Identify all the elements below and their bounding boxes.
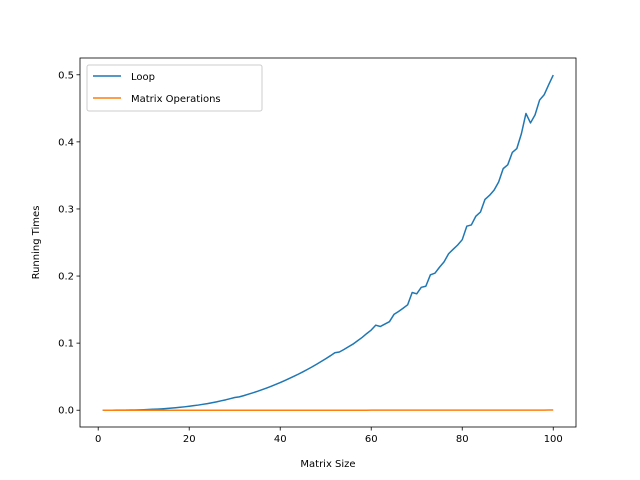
legend-entry-label: Matrix Operations [131, 94, 221, 105]
y-tick-label: 0.0 [58, 406, 74, 417]
axis-ticks: 0 20 40 60 80 100 0.0 0.1 0.2 0.3 0.4 0.5 [58, 70, 563, 445]
plot-area [102, 74, 554, 411]
x-axis-label: Matrix Size [300, 459, 355, 470]
legend: Loop Matrix Operations [86, 64, 263, 112]
y-tick-label: 0.5 [58, 70, 74, 81]
y-axis-label: Running Times [31, 206, 42, 280]
legend-entry-label: Loop [131, 72, 155, 83]
x-tick-label: 40 [274, 434, 287, 445]
x-tick-label: 0 [95, 434, 101, 445]
y-tick-label: 0.2 [58, 272, 74, 283]
x-tick-label: 20 [183, 434, 196, 445]
legend-box [86, 64, 263, 112]
y-tick-label: 0.1 [58, 339, 74, 350]
x-tick-label: 80 [456, 434, 469, 445]
series-line-loop [102, 74, 554, 411]
y-tick-label: 0.4 [58, 137, 74, 148]
y-tick-label: 0.3 [58, 204, 74, 215]
x-tick-label: 100 [544, 434, 563, 445]
axes-frame [79, 57, 577, 428]
x-tick-label: 60 [365, 434, 378, 445]
